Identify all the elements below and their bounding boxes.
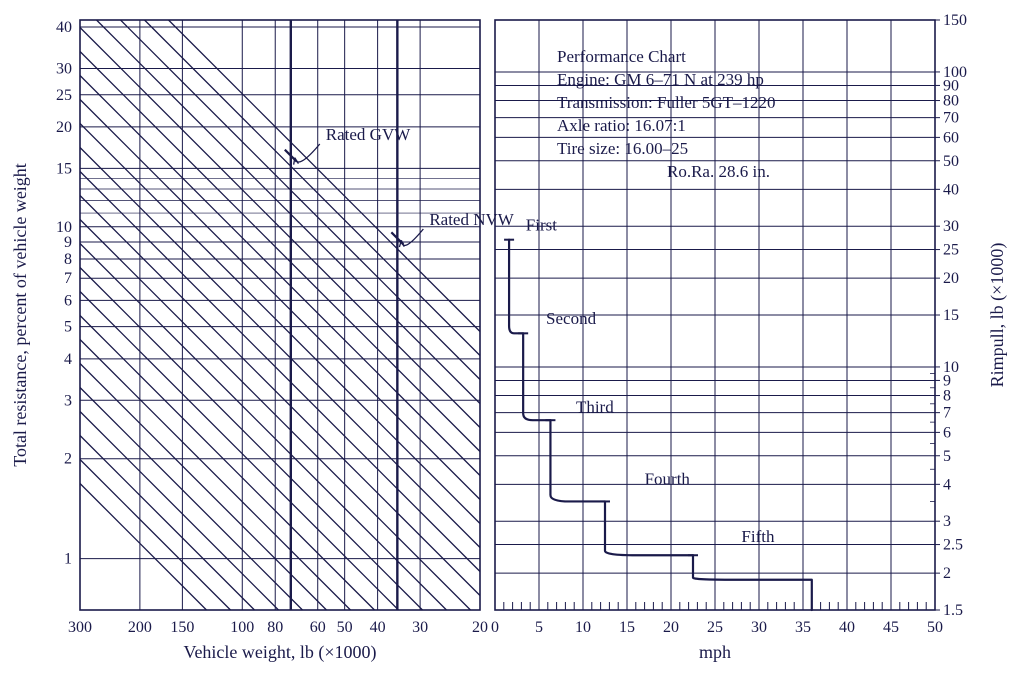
right-xtick: 20: [663, 619, 679, 636]
left-xtick: 100: [230, 619, 254, 636]
gear-curve: [509, 240, 523, 334]
right-ytick: 25: [943, 242, 959, 259]
gear-label: Fifth: [741, 527, 775, 546]
left-xtick: 200: [128, 619, 152, 636]
left-ytick: 3: [64, 392, 72, 409]
gear-label: Second: [546, 309, 597, 328]
left-ytick: 20: [56, 119, 72, 136]
gear-curve: [605, 501, 693, 555]
left-xtick: 80: [267, 619, 283, 636]
right-ytick: 3: [943, 513, 951, 530]
right-ytick: 60: [943, 129, 959, 146]
gear-label: First: [526, 216, 557, 235]
right-ytick: 6: [943, 424, 951, 441]
left-xtick: 300: [68, 619, 92, 636]
gear-curve: [693, 555, 812, 610]
info-line: Axle ratio: 16.07:1: [557, 116, 686, 135]
left-xlabel: Vehicle weight, lb (×1000): [183, 642, 376, 663]
right-ytick: 40: [943, 181, 959, 198]
right-ytick: 10: [943, 359, 959, 376]
left-ytick: 40: [56, 19, 72, 36]
right-ytick: 2.5: [943, 537, 963, 554]
info-line: Ro.Ra. 28.6 in.: [667, 162, 770, 181]
left-ytick: 4: [64, 351, 72, 368]
left-ytick: 30: [56, 60, 72, 77]
gear-label: Third: [576, 398, 614, 417]
right-ytick: 1.5: [943, 602, 963, 619]
left-xtick: 30: [412, 619, 428, 636]
right-xtick: 40: [839, 619, 855, 636]
left-ytick: 6: [64, 292, 72, 309]
right-ytick: 100: [943, 64, 967, 81]
right-xtick: 30: [751, 619, 767, 636]
right-ytick: 50: [943, 153, 959, 170]
right-ytick: 15: [943, 307, 959, 324]
gear-label: Fourth: [645, 469, 691, 488]
right-ytick: 4: [943, 476, 951, 493]
right-ytick: 30: [943, 218, 959, 235]
right-ytick: 7: [943, 405, 951, 422]
info-line: Performance Chart: [557, 47, 686, 66]
right-ylabel: Rimpull, lb (×1000): [987, 243, 1008, 388]
info-line: Transmission: Fuller 5GT–1220: [557, 93, 776, 112]
left-panel: 1234567891015202530403002001501008060504…: [10, 19, 515, 663]
info-line: Engine: GM 6–71 N at 239 hp: [557, 70, 764, 89]
left-xtick: 60: [310, 619, 326, 636]
left-xtick: 50: [337, 619, 353, 636]
right-ytick: 80: [943, 93, 959, 110]
right-xtick: 15: [619, 619, 635, 636]
right-ytick: 20: [943, 270, 959, 287]
right-xtick: 5: [535, 619, 543, 636]
right-ytick: 70: [943, 110, 959, 127]
left-ytick: 10: [56, 219, 72, 236]
right-panel: 051015202530354045501.522.53456789101520…: [491, 12, 1008, 662]
left-ytick: 5: [64, 319, 72, 336]
left-xtick: 40: [370, 619, 386, 636]
left-ylabel: Total resistance, percent of vehicle wei…: [10, 163, 30, 467]
left-ytick: 7: [64, 270, 72, 287]
right-ytick: 8: [943, 388, 951, 405]
right-ytick: 5: [943, 448, 951, 465]
right-xtick: 45: [883, 619, 899, 636]
left-ytick: 2: [64, 451, 72, 468]
gear-curve: [523, 333, 550, 420]
right-xtick: 0: [491, 619, 499, 636]
left-ytick: 15: [56, 160, 72, 177]
right-xtick: 35: [795, 619, 811, 636]
left-ytick: 9: [64, 234, 72, 251]
left-xtick: 150: [170, 619, 194, 636]
right-xlabel: mph: [699, 642, 731, 662]
left-ytick: 8: [64, 251, 72, 268]
right-xtick: 25: [707, 619, 723, 636]
left-ytick: 1: [64, 551, 72, 568]
right-xtick: 50: [927, 619, 943, 636]
right-xtick: 10: [575, 619, 591, 636]
left-xtick: 20: [472, 619, 488, 636]
left-ytick: 25: [56, 87, 72, 104]
info-line: Tire size: 16.00–25: [557, 139, 688, 158]
right-ytick: 2: [943, 565, 951, 582]
right-ytick: 150: [943, 12, 967, 29]
